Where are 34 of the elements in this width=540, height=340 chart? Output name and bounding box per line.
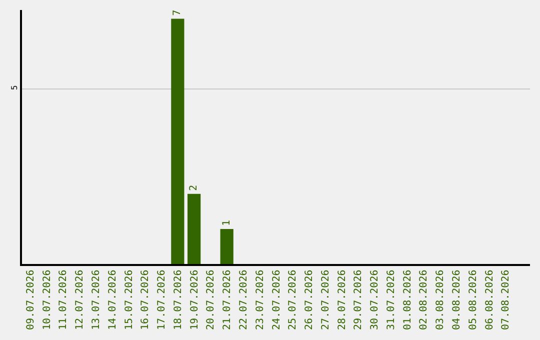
- x-tick-label: 12.07.2026: [74, 270, 86, 330]
- x-tick-label: 05.08.2026: [468, 270, 479, 330]
- x-tick-label: 13.07.2026: [90, 270, 102, 330]
- x-tick-label: 23.07.2026: [254, 270, 266, 330]
- x-tick-label: 28.07.2026: [336, 270, 348, 330]
- x-tick-label: 01.08.2026: [402, 270, 414, 330]
- x-tick-label: 16.07.2026: [140, 270, 152, 330]
- x-tick-label: 25.07.2026: [288, 270, 299, 330]
- x-tick-label: 26.07.2026: [304, 270, 316, 330]
- x-tick-label: 21.07.2026: [222, 270, 234, 330]
- x-tick-label: 29.07.2026: [353, 270, 364, 330]
- x-tick-label: 02.08.2026: [418, 270, 430, 330]
- x-tick-label: 24.07.2026: [271, 270, 282, 330]
- x-tick-label: 11.07.2026: [58, 270, 70, 330]
- x-tick-label: 30.07.2026: [370, 270, 381, 330]
- x-tick-label: 07.08.2026: [500, 270, 512, 330]
- data-label: 2: [188, 184, 200, 191]
- x-tick-label: 19.07.2026: [189, 270, 200, 330]
- y-tick-label: 5: [10, 85, 20, 90]
- x-tick-label: 22.07.2026: [238, 270, 250, 330]
- x-tick-label: 17.07.2026: [156, 270, 168, 330]
- x-tick-label: 04.08.2026: [452, 270, 463, 330]
- x-tick-label: 03.08.2026: [435, 270, 446, 330]
- x-tick-label: 18.07.2026: [172, 270, 184, 330]
- x-tick-label: 14.07.2026: [107, 270, 118, 330]
- data-label: 7: [172, 10, 184, 16]
- x-tick-label: 10.07.2026: [42, 270, 53, 330]
- x-tick-label: 09.07.2026: [25, 270, 36, 330]
- x-tick-label: 31.07.2026: [386, 270, 397, 330]
- data-label: 1: [221, 220, 232, 226]
- x-tick-label: 27.07.2026: [320, 270, 332, 330]
- x-tick-label: 20.07.2026: [206, 270, 217, 330]
- x-tick-label: 06.08.2026: [484, 270, 496, 330]
- x-tick-label: 15.07.2026: [124, 270, 135, 330]
